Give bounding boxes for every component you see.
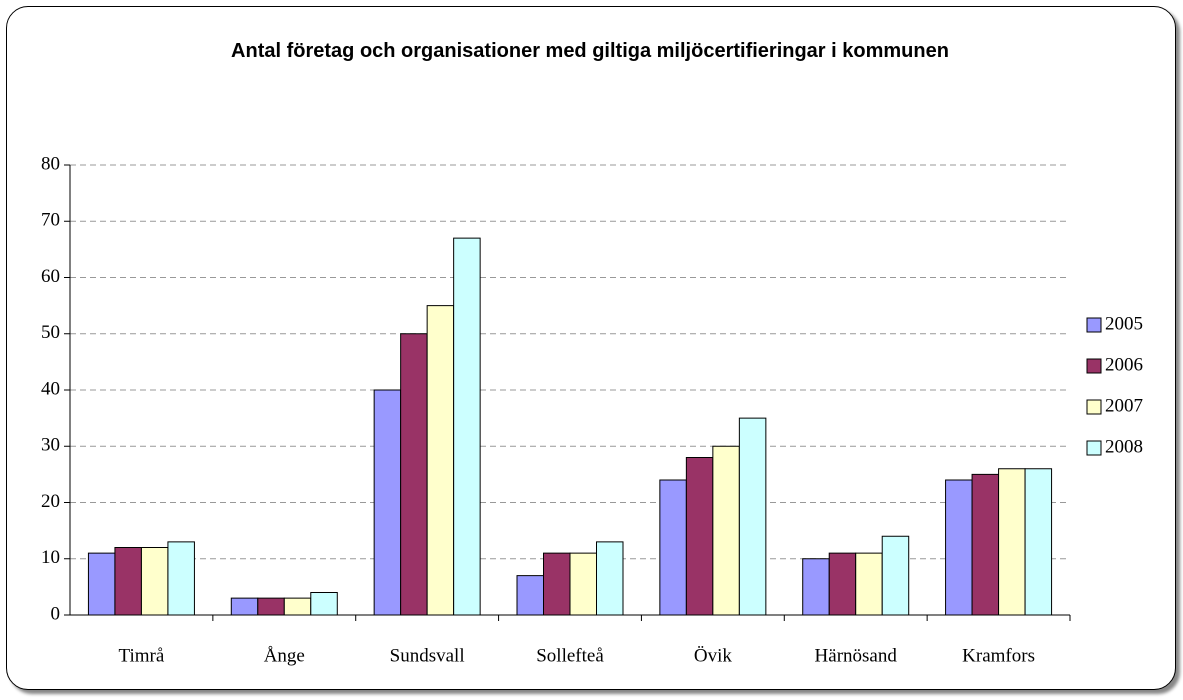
x-tick-label: Kramfors xyxy=(962,645,1035,666)
bar xyxy=(543,552,571,616)
x-tick-label: Ånge xyxy=(264,645,305,666)
bar xyxy=(230,597,259,616)
bar xyxy=(855,552,883,616)
bar xyxy=(971,473,1000,616)
y-tick-label: 30 xyxy=(41,435,60,456)
bar xyxy=(453,237,481,616)
y-tick-label: 70 xyxy=(41,210,60,231)
bar xyxy=(373,389,402,616)
legend-swatch xyxy=(1086,317,1102,333)
y-tick-label: 50 xyxy=(41,322,60,343)
bar xyxy=(1024,468,1053,616)
legend-swatch xyxy=(1086,440,1102,456)
x-tick-label: Sollefteå xyxy=(536,645,604,666)
legend-label: 2008 xyxy=(1105,436,1143,457)
bar xyxy=(828,552,857,616)
y-tick-label: 40 xyxy=(41,378,60,399)
y-tick-label: 20 xyxy=(41,491,60,512)
legend-label: 2005 xyxy=(1105,313,1143,334)
bar xyxy=(140,547,169,616)
bar xyxy=(596,541,624,616)
bar xyxy=(516,575,544,616)
y-tick-label: 60 xyxy=(41,266,60,287)
bar xyxy=(738,417,767,616)
bar xyxy=(310,592,338,616)
bar xyxy=(257,597,285,616)
legend-label: 2007 xyxy=(1105,395,1143,416)
y-tick-label: 10 xyxy=(41,547,60,568)
x-tick-label: Sundsvall xyxy=(390,645,465,666)
y-tick-label: 80 xyxy=(41,153,60,174)
chart-title: Antal företag och organisationer med gil… xyxy=(231,40,949,62)
legend-label: 2006 xyxy=(1105,354,1143,375)
legend-swatch xyxy=(1086,358,1102,374)
legend-swatch xyxy=(1086,399,1102,415)
x-tick-label: Härnösand xyxy=(815,645,898,666)
bar xyxy=(87,552,116,616)
bar xyxy=(685,457,714,616)
bar xyxy=(998,468,1026,616)
bar xyxy=(114,547,142,616)
x-tick-label: Timrå xyxy=(119,645,165,666)
bar xyxy=(426,305,455,616)
bar xyxy=(659,479,687,616)
bar xyxy=(945,479,973,616)
bar xyxy=(712,445,740,616)
bar xyxy=(569,552,597,616)
bar xyxy=(400,333,428,616)
bar xyxy=(167,541,195,616)
bar xyxy=(283,597,312,616)
bar xyxy=(802,558,830,616)
bar xyxy=(881,535,910,616)
x-tick-label: Övik xyxy=(694,645,733,666)
y-tick-label: 0 xyxy=(51,603,61,624)
